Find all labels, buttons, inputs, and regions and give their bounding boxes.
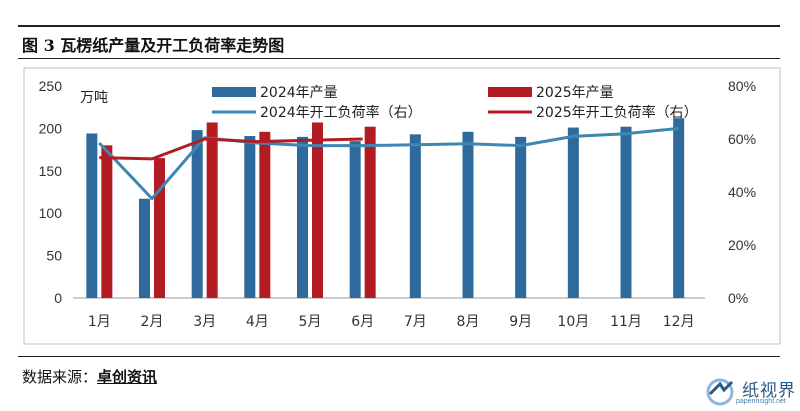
- y-unit-label: 万吨: [80, 90, 108, 106]
- y2-tick-label: 20%: [728, 237, 756, 253]
- y2-tick-label: 40%: [728, 184, 756, 200]
- y-tick-label: 50: [46, 248, 62, 264]
- bar-2025: [154, 158, 165, 298]
- y2-tick-label: 80%: [728, 78, 756, 94]
- legend-label: 2024年产量: [260, 85, 338, 101]
- x-tick-label: 10月: [557, 314, 589, 330]
- bar-2024: [462, 131, 474, 298]
- line-2024-utilization: [98, 126, 679, 201]
- bar-2024: [515, 136, 527, 298]
- y2-tick-label: 0%: [728, 290, 748, 306]
- source-line: 数据来源：卓创资讯: [22, 366, 157, 387]
- x-tick-label: 4月: [246, 314, 269, 330]
- x-tick-label: 5月: [299, 314, 322, 330]
- x-tick-label: 3月: [193, 314, 216, 330]
- y-tick-label: 200: [39, 120, 63, 136]
- bar-2024: [244, 136, 256, 298]
- source-label: 数据来源：: [22, 368, 98, 386]
- y-tick-label: 250: [39, 78, 63, 94]
- bar-2024: [297, 136, 308, 298]
- x-tick-label: 6月: [351, 314, 374, 330]
- y2-tick-label: 60%: [728, 131, 756, 147]
- y-tick-label: 150: [39, 163, 63, 179]
- bar-2025: [312, 122, 323, 299]
- y-tick-label: 0: [54, 290, 62, 306]
- legend-label: 2025年开工负荷率（右）: [536, 104, 698, 121]
- x-tick-label: 11月: [610, 314, 642, 330]
- bar-2024: [567, 127, 579, 298]
- bar-2024: [673, 118, 685, 298]
- brand-url: paperinsight.net: [736, 398, 786, 405]
- x-tick-label: 9月: [509, 314, 532, 330]
- x-tick-label: 8月: [457, 314, 480, 330]
- top-rule: [18, 25, 780, 27]
- brand-name: 纸视界: [742, 381, 796, 401]
- bar-2025: [101, 145, 113, 298]
- title-rule: [18, 58, 780, 59]
- legend-label: 2025年产量: [536, 85, 614, 101]
- bar-2024: [191, 130, 203, 298]
- bar-2024: [139, 198, 150, 298]
- figure-title: 图 3 瓦楞纸产量及开工负荷率走势图: [22, 36, 285, 55]
- bar-2024: [409, 134, 421, 298]
- bottom-rule: [18, 356, 780, 357]
- chart: 0 50 100 150 200 250 0% 20% 40% 60% 80% 万吨 1月 2月 3月 4月 5…: [23, 67, 781, 345]
- bar-2024: [86, 133, 98, 298]
- bar-2024: [620, 126, 632, 298]
- legend-swatch: [488, 87, 532, 97]
- y-tick-label: 100: [39, 205, 63, 221]
- bar-2025: [206, 122, 218, 299]
- brand-logo-icon: [706, 378, 734, 406]
- x-tick-label: 2月: [141, 314, 164, 330]
- bar-2025: [259, 131, 271, 298]
- bar-2024: [349, 141, 361, 298]
- plot-frame: [23, 67, 781, 345]
- source-value: 卓创资讯: [97, 368, 158, 386]
- x-tick-label: 7月: [404, 314, 427, 330]
- line-2025-utilization: [99, 137, 363, 161]
- bar-2025: [364, 126, 376, 298]
- legend-label: 2024年开工负荷率（右）: [260, 104, 422, 121]
- x-tick-label: 12月: [663, 314, 695, 330]
- legend-swatch: [212, 87, 256, 97]
- x-tick-label: 1月: [88, 314, 111, 330]
